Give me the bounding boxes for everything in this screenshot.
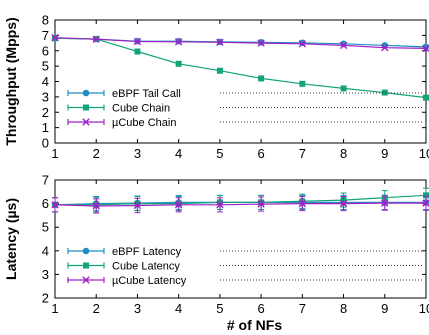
series-line (54, 37, 427, 49)
plot-frame (54, 19, 427, 144)
y-tick-label: 8 (42, 13, 49, 28)
data-point (299, 80, 306, 87)
x-tick-label: 1 (51, 146, 58, 161)
x-tick-label: 1 (51, 301, 58, 316)
y-tick-label: 4 (42, 74, 49, 89)
x-tick-label: 8 (340, 301, 347, 316)
series-ucube (51, 195, 429, 214)
x-tick-label: 8 (340, 146, 347, 161)
legend-item: Cube Latency (67, 261, 422, 273)
data-point (51, 33, 59, 42)
data-point (216, 67, 223, 74)
legend-marker (82, 89, 90, 97)
data-point (381, 43, 389, 52)
legend-marker (82, 276, 90, 284)
x-tick-label: 9 (381, 301, 388, 316)
data-point (175, 60, 182, 67)
legend-item: µCube Latency (67, 275, 422, 287)
x-tick-label: 6 (257, 301, 264, 316)
legend-label: eBPF Tail Call (112, 88, 181, 100)
x-tick-label: 10 (419, 301, 429, 316)
y-tick-label: 6 (42, 196, 49, 211)
y-tick-label: 0 (42, 136, 49, 151)
y-tick-label: 3 (42, 89, 49, 104)
x-tick-label: 7 (299, 146, 306, 161)
x-tick-label: 4 (175, 146, 182, 161)
data-point (423, 94, 429, 101)
data-point (134, 48, 141, 55)
series-line (54, 37, 427, 99)
legend-label: µCube Chain (112, 117, 176, 129)
data-point (133, 37, 142, 46)
x-tick-label: 4 (175, 301, 182, 316)
x-axis-label: # of NFs (227, 317, 282, 333)
data-point (298, 40, 307, 48)
legend-label: Cube Latency (112, 261, 180, 273)
data-point (174, 38, 183, 46)
y-tick-label: 3 (42, 267, 49, 282)
legend-marker (83, 262, 89, 269)
data-point (257, 200, 265, 208)
x-tick-label: 3 (134, 146, 141, 161)
data-point (339, 41, 348, 50)
series-cube (52, 187, 429, 213)
y-tick-label: 5 (42, 220, 49, 235)
data-point (92, 202, 100, 210)
x-tick-label: 10 (419, 146, 429, 161)
y-axis-label: Throughput (Mpps) (3, 17, 19, 145)
x-tick-label: 5 (216, 301, 223, 316)
legend-marker (82, 247, 90, 255)
series-line (55, 194, 427, 206)
legend-marker (82, 118, 90, 126)
x-tick-label: 9 (381, 146, 388, 161)
data-point (381, 89, 388, 96)
data-point (422, 44, 429, 53)
y-tick-label: 1 (42, 120, 49, 135)
data-point (298, 199, 307, 208)
x-tick-label: 3 (134, 301, 141, 316)
legend-item: µCube Chain (67, 117, 422, 129)
data-point (257, 39, 265, 47)
data-point (216, 201, 224, 209)
y-tick-label: 6 (42, 43, 49, 58)
data-point (381, 199, 389, 207)
legend-label: eBPF Latency (112, 246, 182, 258)
y-axis-label: Latency (µs) (3, 198, 19, 280)
legend-marker (83, 104, 89, 111)
legend-item: Cube Chain (67, 103, 422, 115)
series-line (54, 202, 426, 207)
legend-item: eBPF Latency (67, 246, 422, 258)
data-point (258, 75, 265, 82)
legend-label: Cube Chain (112, 103, 170, 115)
data-point (216, 38, 224, 46)
data-point (133, 201, 142, 210)
x-tick-label: 2 (93, 146, 100, 161)
data-point (340, 85, 347, 92)
y-tick-label: 7 (42, 173, 49, 188)
x-tick-label: 2 (93, 301, 100, 316)
data-point (92, 35, 100, 43)
y-tick-label: 2 (42, 105, 49, 120)
series-ucube (51, 33, 429, 53)
throughput-chart: 01234567812345678910Throughput (Mpps)eBP… (3, 13, 429, 161)
y-tick-label: 2 (42, 291, 49, 306)
x-tick-label: 5 (216, 146, 223, 161)
y-tick-label: 7 (42, 28, 49, 43)
y-tick-label: 5 (42, 59, 49, 74)
latency-chart: 23456712345678910Latency (µs)# of NFseBP… (3, 173, 429, 333)
data-point (422, 199, 429, 207)
x-tick-label: 7 (299, 301, 306, 316)
legend-label: µCube Latency (112, 275, 187, 287)
x-tick-label: 6 (257, 146, 264, 161)
data-point (423, 192, 429, 199)
y-tick-label: 4 (42, 243, 49, 258)
data-point (174, 201, 183, 209)
legend-item: eBPF Tail Call (67, 88, 422, 100)
data-point (51, 201, 59, 209)
data-point (339, 199, 348, 208)
plot-frame (54, 179, 427, 299)
